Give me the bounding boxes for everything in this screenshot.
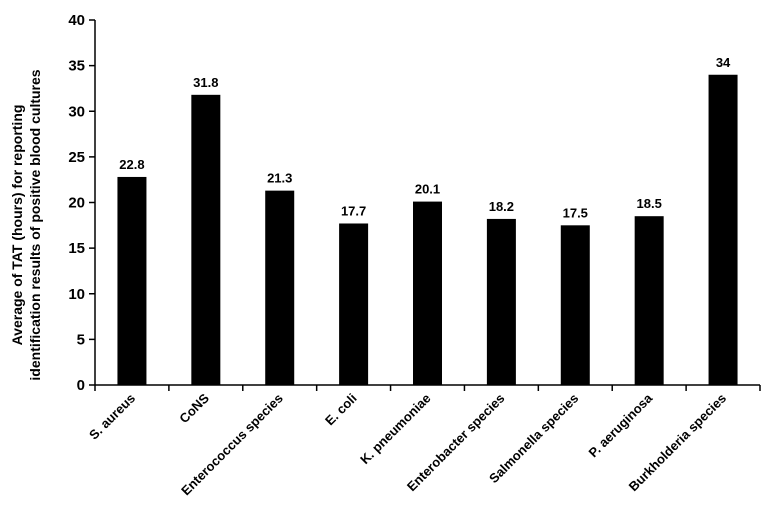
- bar: [486, 218, 516, 385]
- data-label: 18.2: [489, 199, 514, 214]
- category-label: CoNS: [176, 390, 212, 426]
- category-label: K. pneumoniae: [357, 391, 434, 468]
- y-tick-label: 5: [77, 331, 85, 348]
- data-label: 18.5: [637, 196, 662, 211]
- data-label: 17.5: [563, 205, 588, 220]
- category-label: P. aeruginosa: [586, 390, 656, 460]
- data-label: 20.1: [415, 182, 440, 197]
- y-tick-label: 25: [68, 149, 85, 166]
- y-axis-title-line-1: Average of TAT (hours) for reporting: [9, 105, 25, 346]
- bar: [560, 225, 590, 385]
- data-label: 17.7: [341, 203, 366, 218]
- y-tick-label: 20: [68, 195, 85, 212]
- bars: [117, 74, 738, 385]
- y-tick-label: 0: [77, 377, 85, 394]
- y-tick-label: 30: [68, 103, 85, 120]
- category-label: E. coli: [322, 391, 360, 429]
- category-label: S. aureus: [86, 391, 138, 443]
- x-axis: [94, 384, 761, 391]
- bar: [708, 74, 738, 385]
- y-axis-title: Average of TAT (hours) for reporting ide…: [9, 69, 43, 380]
- bar: [117, 176, 147, 385]
- y-tick-label: 35: [68, 58, 85, 75]
- data-label: 22.8: [119, 157, 144, 172]
- y-tick-label: 40: [68, 12, 85, 29]
- data-label: 31.8: [193, 75, 218, 90]
- data-label: 34: [716, 55, 731, 70]
- data-labels: 22.8 31.8 21.3 17.7 20.1 18.2 17.5 18.5 34: [119, 55, 731, 221]
- y-tick-label: 10: [68, 286, 85, 303]
- bar: [265, 190, 295, 385]
- y-axis-title-line-2: identification results of positive blood…: [27, 69, 43, 380]
- bar: [634, 216, 664, 385]
- bar: [339, 223, 369, 385]
- y-axis: 0 5 10 15 20 25 30 35 40: [68, 12, 96, 394]
- bar: [191, 94, 221, 385]
- bar: [413, 201, 442, 385]
- data-label: 21.3: [267, 171, 292, 186]
- y-tick-label: 15: [68, 240, 85, 257]
